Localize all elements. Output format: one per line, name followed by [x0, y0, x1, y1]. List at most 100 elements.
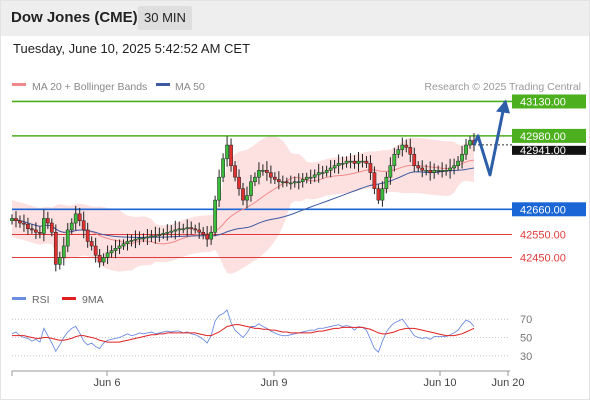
ma20-legend-label: MA 20 + Bollinger Bands	[32, 81, 147, 93]
candle-body	[241, 188, 245, 201]
candle-body	[336, 163, 341, 166]
candle-body	[444, 170, 448, 172]
rsi-ma-legend-label: 9MA	[82, 294, 104, 306]
candle-body	[65, 229, 70, 247]
rsi-legend-swatch	[12, 297, 26, 300]
pivot-label-2: 42660.00	[520, 204, 566, 216]
resistance-label-box-1	[512, 128, 586, 143]
ma20-legend-swatch	[12, 83, 26, 86]
candle-body	[161, 233, 166, 235]
candle-body	[304, 176, 309, 180]
candle-body	[101, 257, 106, 263]
ma50-legend-swatch	[156, 83, 170, 86]
candle-body	[320, 172, 325, 174]
candle-body	[181, 228, 186, 231]
candle-body	[253, 176, 257, 183]
candle-body	[364, 160, 369, 164]
candle-body	[30, 228, 34, 231]
candle-body	[117, 245, 122, 249]
candle-body	[404, 144, 409, 148]
candle-body	[38, 231, 42, 234]
candle-body	[233, 165, 237, 178]
candle-body	[34, 229, 38, 233]
candle-body	[89, 241, 94, 247]
candle-body	[77, 213, 82, 222]
rsi-tick-30: 30	[520, 351, 532, 363]
support-label-3: 42550.00	[520, 230, 566, 242]
candle-body	[113, 248, 118, 251]
candle-body	[141, 237, 146, 240]
candle-body	[408, 147, 413, 155]
candle-body	[412, 153, 417, 166]
candle-body	[288, 182, 293, 185]
candle-body	[169, 230, 174, 233]
candle-body	[452, 165, 456, 169]
candle-body	[284, 181, 289, 184]
candle-body	[332, 165, 337, 169]
candle-body	[45, 218, 50, 224]
candle-body	[308, 176, 313, 179]
candle-body	[400, 144, 405, 150]
candle-body	[348, 160, 353, 163]
candle-body	[10, 218, 14, 222]
candle-body	[392, 153, 397, 166]
candle-body	[368, 163, 373, 173]
candle-body	[205, 234, 210, 240]
candle-body	[209, 231, 213, 240]
candle-body	[221, 158, 225, 178]
candle-body	[468, 140, 472, 146]
instrument-title: Dow Jones (CME)	[11, 9, 138, 26]
rsi-ma-legend-swatch	[62, 297, 76, 300]
forecast-arrow	[472, 101, 507, 177]
chart-header: Dow Jones (CME) 30 MIN	[0, 0, 590, 36]
candle-body	[460, 153, 464, 162]
candle-body	[217, 176, 221, 201]
timeframe-badge[interactable]: 30 MIN	[138, 6, 192, 30]
candle-body	[185, 227, 190, 230]
candle-body	[388, 165, 393, 178]
candle-body	[296, 181, 301, 184]
last-price-box	[512, 145, 586, 155]
candle-body	[265, 170, 269, 173]
candle-body	[312, 174, 317, 178]
candle-body	[257, 170, 261, 178]
candle-body	[328, 167, 333, 171]
candle-body	[85, 229, 90, 242]
rsi-line	[11, 309, 475, 353]
candle-body	[145, 236, 150, 239]
candle-body	[261, 170, 265, 172]
candle-body	[225, 144, 229, 160]
candle-body	[42, 218, 46, 234]
candle-body	[81, 220, 86, 231]
candle-body	[464, 144, 468, 155]
candle-body	[125, 241, 130, 244]
candle-body	[249, 181, 253, 196]
candle-body	[189, 227, 194, 230]
candle-body	[121, 243, 126, 247]
last-price-label: 42941.00	[520, 145, 566, 157]
candle-body	[316, 172, 321, 176]
candle-body	[352, 160, 357, 164]
candle-body	[93, 245, 98, 256]
candle-body	[324, 170, 329, 173]
candle-body	[97, 254, 102, 263]
candle-body	[133, 238, 138, 241]
candle-body	[213, 199, 217, 233]
candle-body	[440, 170, 444, 172]
candle-body	[416, 165, 421, 169]
x-tick-label-1: Jun 9	[261, 377, 288, 389]
candle-body	[153, 235, 158, 237]
candle-body	[432, 170, 437, 173]
candle-body	[165, 231, 170, 234]
candle-body	[448, 167, 452, 171]
candle-body	[177, 228, 182, 231]
candle-body	[61, 245, 66, 258]
candle-body	[109, 250, 114, 254]
candle-body	[396, 149, 401, 155]
candle-body	[292, 181, 297, 184]
rsi-ma-line	[12, 324, 475, 343]
candle-body	[356, 160, 361, 164]
x-tick-label-0: Jun 6	[94, 377, 121, 389]
support-label-4: 42450.00	[520, 252, 566, 264]
